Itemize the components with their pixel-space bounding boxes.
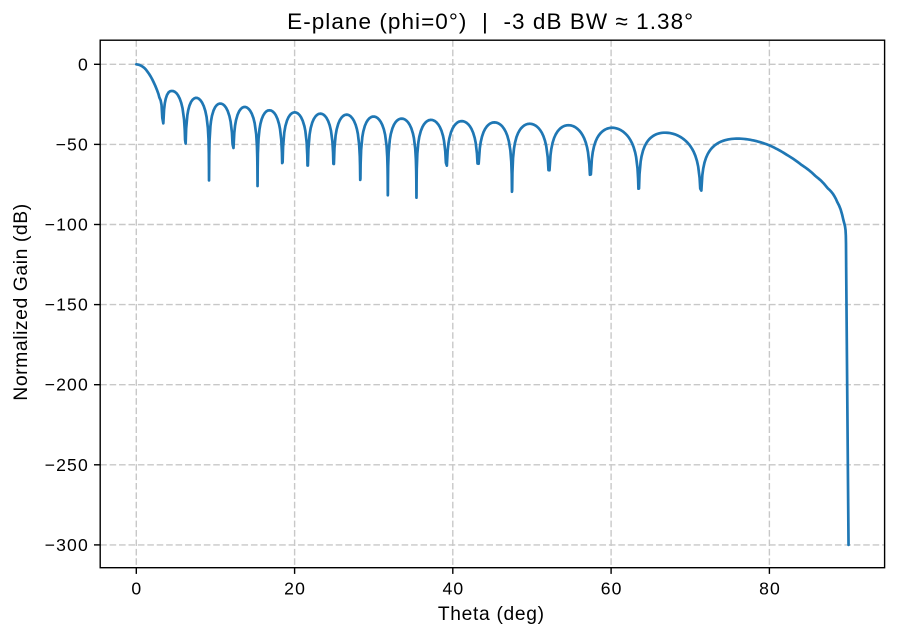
svg-text:−200: −200 — [45, 375, 89, 395]
svg-text:20: 20 — [284, 579, 306, 599]
svg-text:0: 0 — [131, 579, 142, 599]
svg-text:E-plane (phi=0°) | -3 dB BW: E-plane (phi=0°) | -3 dB BW ≈ 1.38° — [287, 9, 694, 34]
svg-text:Normalized Gain (dB): Normalized Gain (dB) — [10, 203, 32, 400]
svg-text:−50: −50 — [56, 134, 89, 154]
svg-text:−150: −150 — [45, 295, 89, 315]
svg-text:−100: −100 — [45, 215, 89, 235]
svg-text:40: 40 — [442, 579, 464, 599]
svg-text:−300: −300 — [45, 535, 89, 555]
svg-text:−250: −250 — [45, 455, 89, 475]
svg-text:Theta (deg): Theta (deg) — [438, 604, 545, 625]
svg-text:80: 80 — [759, 579, 781, 599]
svg-text:0: 0 — [78, 54, 89, 74]
svg-text:60: 60 — [601, 579, 623, 599]
